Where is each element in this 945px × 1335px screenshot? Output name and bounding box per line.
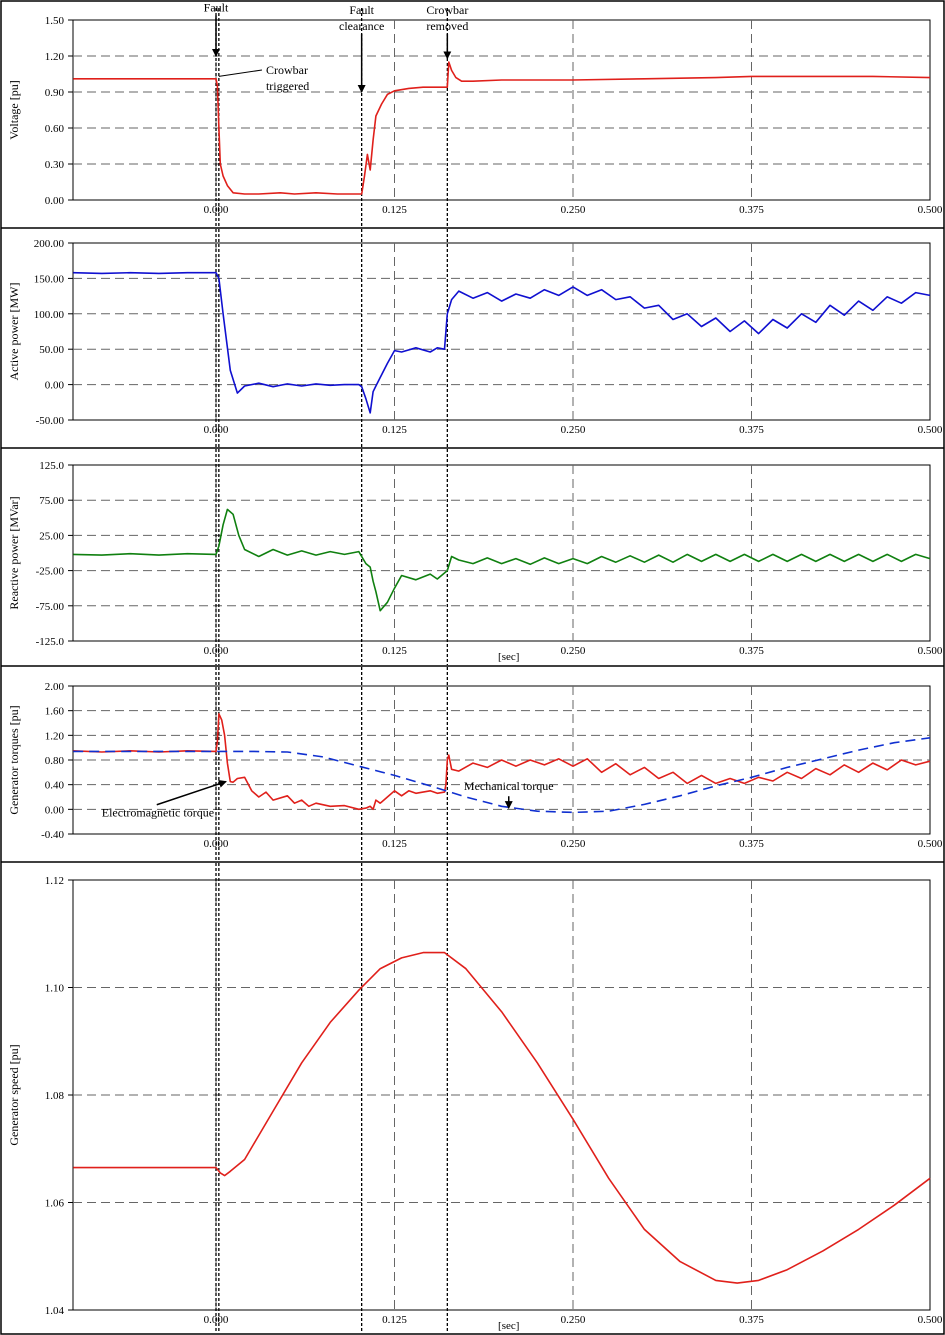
series-line-mechanical-torque bbox=[73, 737, 931, 814]
x-tick-label: 0.500 bbox=[918, 645, 943, 657]
y-tick-label: -0.40 bbox=[41, 829, 64, 841]
y-tick-label: 1.20 bbox=[45, 730, 65, 742]
annotation-arrow bbox=[156, 780, 227, 806]
plot-area bbox=[72, 464, 931, 642]
y-tick-label: 1.08 bbox=[45, 1090, 65, 1102]
x-tick-label: 0.500 bbox=[918, 424, 943, 436]
x-tick-label: 0.375 bbox=[739, 424, 764, 436]
x-tick-label: 0.125 bbox=[382, 645, 407, 657]
y-tick-label: 1.60 bbox=[45, 706, 65, 718]
annotation-label: triggered bbox=[266, 79, 309, 93]
x-tick-label: 0.125 bbox=[382, 424, 407, 436]
x-tick-label: 0.375 bbox=[739, 204, 764, 216]
x-tick-label: 0.125 bbox=[382, 1314, 407, 1326]
annotation-label: clearance bbox=[339, 19, 384, 33]
y-tick-label: 50.00 bbox=[39, 344, 64, 356]
annotation-label: Electromagnetic torque bbox=[102, 806, 214, 820]
x-tick-label: 0.375 bbox=[739, 645, 764, 657]
x-tick-label: 0.500 bbox=[918, 204, 943, 216]
y-tick-label: -125.0 bbox=[36, 636, 65, 648]
chart-panel-4: -0.400.000.400.801.201.602.000.000 0.125 0… bbox=[7, 667, 943, 861]
y-tick-label: 1.20 bbox=[45, 51, 65, 63]
annotation-label: Crowbar bbox=[426, 3, 468, 17]
y-tick-label: 125.0 bbox=[39, 460, 64, 472]
y-tick-label: 0.00 bbox=[45, 380, 65, 392]
y-tick-label: 1.50 bbox=[45, 15, 65, 27]
y-axis-label: Generator speed [pu] bbox=[7, 1044, 21, 1145]
y-tick-label: 150.00 bbox=[34, 273, 65, 285]
x-tick-label: 0.375 bbox=[739, 838, 764, 850]
y-tick-label: 1.06 bbox=[45, 1198, 65, 1210]
x-tick-label: 0.125 bbox=[382, 838, 407, 850]
plot-area bbox=[72, 19, 931, 201]
annotation-leader bbox=[218, 69, 263, 77]
series-line-electromagnetic-torque bbox=[73, 712, 931, 811]
chart-panel-1: 0.000.300.600.901.201.500.000 0.125 0.250 0… bbox=[7, 1, 943, 227]
x-axis-label: [sec] bbox=[498, 1320, 519, 1332]
annotation-label: removed bbox=[426, 19, 468, 33]
y-tick-label: 25.00 bbox=[39, 530, 64, 542]
series-line-panel3 bbox=[73, 508, 931, 612]
x-axis-label: [sec] bbox=[498, 651, 519, 663]
annotation-label: Crowbar bbox=[266, 63, 308, 77]
y-tick-label: 0.80 bbox=[45, 755, 65, 767]
plot-area bbox=[72, 242, 931, 421]
x-tick-label: 0.500 bbox=[918, 838, 943, 850]
x-tick-label: 0.375 bbox=[739, 1314, 764, 1326]
x-tick-label: 0.250 bbox=[561, 838, 586, 850]
x-tick-label: 0.500 bbox=[918, 1314, 943, 1326]
y-axis-label: Reactive power [MVar] bbox=[7, 496, 21, 609]
chart-panel-5: 1.041.061.081.101.120.000 0.125 0.250 0.375… bbox=[7, 863, 943, 1333]
y-tick-label: -25.00 bbox=[36, 566, 65, 578]
series-line-panel1 bbox=[73, 61, 931, 195]
y-tick-label: 75.00 bbox=[39, 495, 64, 507]
y-tick-label: 200.00 bbox=[34, 238, 65, 250]
annotation-label: Mechanical torque bbox=[464, 779, 554, 793]
annotation-label: Fault bbox=[349, 3, 374, 17]
y-tick-label: 0.00 bbox=[45, 804, 65, 816]
y-tick-label: 1.12 bbox=[45, 875, 64, 887]
series-line-panel2 bbox=[73, 271, 931, 414]
x-tick-label: 0.250 bbox=[561, 424, 586, 436]
y-tick-label: 0.60 bbox=[45, 123, 65, 135]
y-axis-label: Active power [MW] bbox=[7, 283, 21, 381]
y-tick-label: 1.10 bbox=[45, 983, 65, 995]
x-tick-label: 0.250 bbox=[561, 1314, 586, 1326]
y-tick-label: -50.00 bbox=[36, 415, 65, 427]
y-tick-label: -75.00 bbox=[36, 601, 65, 613]
y-tick-label: 0.90 bbox=[45, 87, 65, 99]
y-tick-label: 0.00 bbox=[45, 195, 65, 207]
x-tick-label: 0.250 bbox=[561, 204, 586, 216]
y-tick-label: 100.00 bbox=[34, 309, 65, 321]
x-tick-label: 0.250 bbox=[561, 645, 586, 657]
series-line-panel5 bbox=[73, 951, 931, 1284]
x-tick-label: 0.125 bbox=[382, 204, 407, 216]
y-tick-label: 1.04 bbox=[45, 1305, 65, 1317]
y-tick-label: 0.40 bbox=[45, 780, 65, 792]
y-axis-label: Voltage [pu] bbox=[7, 80, 21, 139]
annotation-label: Fault bbox=[204, 1, 229, 15]
y-axis-label: Generator torques [pu] bbox=[7, 705, 21, 814]
y-tick-label: 2.00 bbox=[45, 681, 65, 693]
y-tick-label: 0.30 bbox=[45, 159, 65, 171]
